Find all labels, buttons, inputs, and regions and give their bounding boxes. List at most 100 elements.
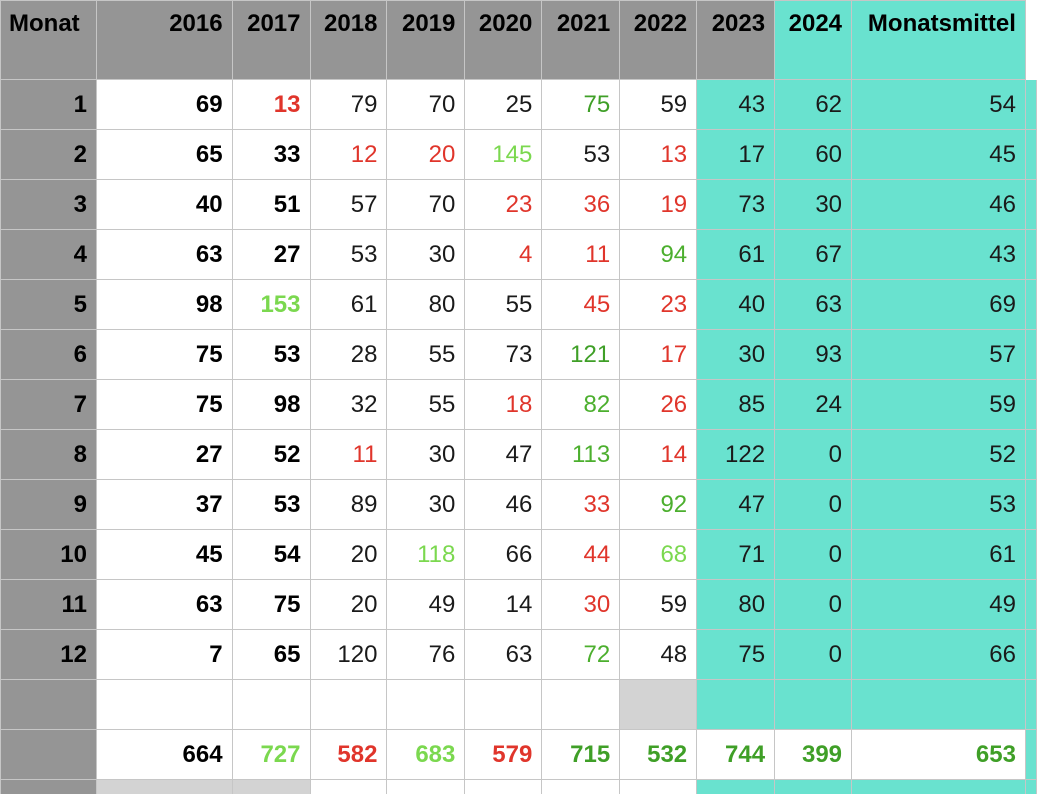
data-cell[interactable]: 79 [309,79,388,130]
empty-cell[interactable] [1024,429,1037,480]
data-cell[interactable]: 75 [541,79,621,130]
empty-cell[interactable] [309,679,388,730]
empty-cell[interactable] [774,679,853,730]
data-cell[interactable]: 98 [231,379,311,430]
data-cell[interactable]: 55 [386,329,466,380]
data-cell[interactable]: 53 [231,479,311,530]
data-cell[interactable]: 17 [619,329,698,380]
mean-cell[interactable]: 69 [851,279,1026,330]
data-cell[interactable]: 65 [231,629,311,680]
data-cell[interactable]: 24 [774,379,853,430]
empty-cell[interactable] [1024,129,1037,180]
data-cell[interactable]: 14 [619,429,698,480]
empty-cell[interactable] [851,779,1026,794]
empty-cell[interactable] [231,679,311,730]
data-cell[interactable]: 53 [309,229,388,280]
total-cell[interactable]: 582 [309,729,388,780]
data-cell[interactable]: 69 [95,79,233,130]
data-cell[interactable]: 0 [774,429,853,480]
data-cell[interactable]: 36 [541,179,621,230]
mean-cell[interactable]: 54 [851,79,1026,130]
data-cell[interactable]: 45 [95,529,233,580]
mean-cell[interactable]: 49 [851,579,1026,630]
data-cell[interactable]: 80 [386,279,466,330]
empty-cell[interactable] [696,779,776,794]
data-cell[interactable]: 61 [696,229,776,280]
data-cell[interactable]: 19 [619,179,698,230]
data-cell[interactable]: 70 [386,179,466,230]
data-cell[interactable]: 33 [541,479,621,530]
month-cell[interactable]: 1 [0,79,97,130]
header-cell-month[interactable]: Monat [0,0,97,80]
empty-cell[interactable] [231,779,311,794]
empty-cell[interactable] [464,679,543,730]
month-cell[interactable]: 8 [0,429,97,480]
data-cell[interactable]: 63 [464,629,543,680]
data-cell[interactable]: 30 [386,429,466,480]
header-cell-2016[interactable]: 2016 [95,0,233,80]
data-cell[interactable]: 53 [231,329,311,380]
data-cell[interactable]: 46 [464,479,543,530]
empty-cell[interactable] [1024,379,1037,430]
empty-cell[interactable] [386,779,466,794]
data-cell[interactable]: 75 [696,629,776,680]
data-cell[interactable]: 121 [541,329,621,380]
mean-cell[interactable]: 43 [851,229,1026,280]
month-cell[interactable]: 5 [0,279,97,330]
header-cell-2024[interactable]: 2024 [774,0,853,80]
empty-cell[interactable] [541,779,621,794]
data-cell[interactable]: 76 [386,629,466,680]
empty-cell[interactable] [1024,329,1037,380]
data-cell[interactable]: 45 [541,279,621,330]
month-cell[interactable]: 10 [0,529,97,580]
header-cell-2017[interactable]: 2017 [231,0,311,80]
empty-cell[interactable] [696,679,776,730]
data-cell[interactable]: 32 [309,379,388,430]
data-cell[interactable]: 13 [231,79,311,130]
empty-cell[interactable] [619,679,698,730]
month-cell[interactable]: 3 [0,179,97,230]
empty-cell[interactable] [1024,479,1037,530]
empty-cell[interactable] [1024,729,1037,780]
header-cell-monatsmittel[interactable]: Monatsmittel [851,0,1026,80]
header-cell-2021[interactable]: 2021 [541,0,621,80]
mean-cell[interactable]: 59 [851,379,1026,430]
data-cell[interactable]: 55 [464,279,543,330]
data-cell[interactable]: 53 [541,129,621,180]
data-cell[interactable]: 28 [309,329,388,380]
data-cell[interactable]: 11 [541,229,621,280]
data-cell[interactable]: 51 [231,179,311,230]
data-cell[interactable]: 49 [386,579,466,630]
header-cell-2019[interactable]: 2019 [386,0,466,80]
data-cell[interactable]: 68 [619,529,698,580]
mean-cell[interactable]: 45 [851,129,1026,180]
data-cell[interactable]: 55 [386,379,466,430]
month-cell[interactable]: 6 [0,329,97,380]
data-cell[interactable]: 120 [309,629,388,680]
data-cell[interactable]: 52 [231,429,311,480]
data-cell[interactable]: 73 [696,179,776,230]
empty-cell[interactable] [464,779,543,794]
data-cell[interactable]: 145 [464,129,543,180]
data-cell[interactable]: 75 [231,579,311,630]
data-cell[interactable]: 0 [774,479,853,530]
data-cell[interactable]: 61 [309,279,388,330]
data-cell[interactable]: 62 [774,79,853,130]
data-cell[interactable]: 73 [464,329,543,380]
data-cell[interactable]: 37 [95,479,233,530]
month-cell[interactable]: 7 [0,379,97,430]
mean-cell[interactable]: 46 [851,179,1026,230]
empty-cell[interactable] [1024,629,1037,680]
month-cell[interactable]: 9 [0,479,97,530]
data-cell[interactable]: 26 [619,379,698,430]
data-cell[interactable]: 23 [619,279,698,330]
data-cell[interactable]: 13 [619,129,698,180]
header-cell-2020[interactable]: 2020 [464,0,543,80]
data-cell[interactable]: 40 [696,279,776,330]
data-cell[interactable]: 43 [696,79,776,130]
data-cell[interactable]: 0 [774,529,853,580]
data-cell[interactable]: 118 [386,529,466,580]
data-cell[interactable]: 4 [464,229,543,280]
data-cell[interactable]: 67 [774,229,853,280]
total-cell[interactable]: 683 [386,729,466,780]
